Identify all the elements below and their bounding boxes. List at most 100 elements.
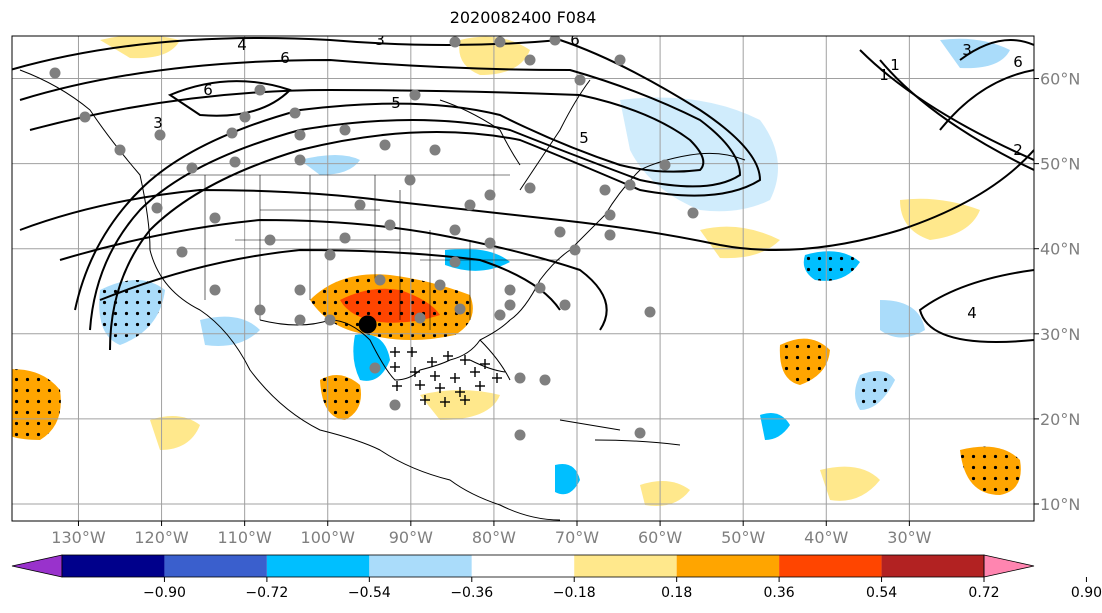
station-marker [114,144,126,156]
station-marker [229,156,241,168]
station-marker [339,124,351,136]
colorbar-segment [369,555,472,577]
station-marker [604,209,616,221]
station-marker [454,303,466,315]
station-marker [254,304,266,316]
colorbar-segment [62,555,165,577]
colorbar-segment [164,555,267,577]
plus-markers [390,347,502,407]
station-marker [384,219,396,231]
plus-marker [475,381,485,391]
contour-label: 3 [962,41,972,59]
plus-marker [470,367,480,377]
plus-marker [435,383,445,393]
station-marker [264,234,276,246]
station-marker [254,84,266,96]
station-marker [289,107,301,119]
plus-marker [392,381,402,391]
station-marker [369,362,381,374]
station-marker [339,232,351,244]
lon-tick-label: 120°W [134,528,189,547]
lon-tick-label: 130°W [51,528,106,547]
station-marker [644,306,656,318]
lat-tick-label: 50°N [1040,155,1080,174]
plus-marker [440,397,450,407]
station-marker [484,189,496,201]
station-marker [559,299,571,311]
station-marker [504,299,516,311]
contour-label: 1 [890,56,900,74]
station-marker [524,182,536,194]
contour-label: 6 [203,81,213,99]
lon-tick-label: 110°W [217,528,272,547]
station-marker [634,427,646,439]
contour-label: 6 [1013,53,1023,71]
station-marker [549,36,561,46]
lon-tick-label: 50°W [721,528,765,547]
station-marker [514,429,526,441]
station-marker [151,202,163,214]
station-marker [514,372,526,384]
colorbar-segment [779,555,882,577]
station-marker [379,139,391,151]
colorbar-segment [881,555,984,577]
lat-tick-label: 10°N [1040,495,1080,514]
plus-marker [390,347,400,357]
colorbar-segment [676,555,780,577]
station-marker [494,36,506,48]
station-marker [226,127,238,139]
station-marker [414,312,426,324]
station-marker [494,309,506,321]
contour-label: 6 [570,31,580,49]
shaded-anomaly-field [12,36,1021,506]
station-marker [176,246,188,258]
significance-stippling [12,251,1021,495]
colorbar-tick-label: −0.18 [553,585,596,601]
graticule [12,36,1034,521]
contour-label: 3 [153,114,163,132]
colorbar-min-extension [11,554,63,578]
station-marker [429,144,441,156]
contour-label: 3 [375,31,385,49]
station-marker [599,184,611,196]
map-area: 4 3 6 6 6 5 3 5 3 6 1 2 4 1 [12,31,1034,521]
station-marker [464,199,476,211]
plus-marker [450,373,460,383]
station-marker [659,159,671,171]
station-marker [49,67,61,79]
coastlines [19,69,746,521]
plus-marker [455,387,465,397]
station-marker [79,111,91,123]
colorbar-tick-label: 0.72 [968,585,999,601]
plus-marker [460,395,470,405]
longitude-axis: 130°W 120°W 110°W 100°W 90°W 80°W 70°W 60°W 50°W… [51,521,932,547]
station-marker [186,162,198,174]
station-marker [449,256,461,268]
contour-label: 5 [391,94,401,112]
station-marker [209,284,221,296]
station-marker [449,224,461,236]
station-marker [294,154,306,166]
colorbar-tick-label: 0.54 [866,585,897,601]
colorbar-tick-label: −0.90 [143,585,186,601]
plus-marker [443,351,453,361]
station-marker [294,314,306,326]
station-marker [539,374,551,386]
station-marker [434,279,446,291]
plus-marker [390,362,400,372]
contour-label: 2 [1013,141,1023,159]
contour-label: 5 [579,129,589,147]
colorbar-tick-label: −0.54 [348,585,391,601]
colorbar-segment [574,555,677,577]
station-marker [524,54,536,66]
map-title: 2020082400 F084 [449,8,597,27]
colorbar-tick-label: 0.18 [661,585,692,601]
plus-marker [410,367,420,377]
station-marker [324,314,336,326]
station-marker [239,111,251,123]
lat-tick-label: 20°N [1040,410,1080,429]
height-contours [12,37,1034,351]
station-marker [574,74,586,86]
station-marker [374,274,386,286]
